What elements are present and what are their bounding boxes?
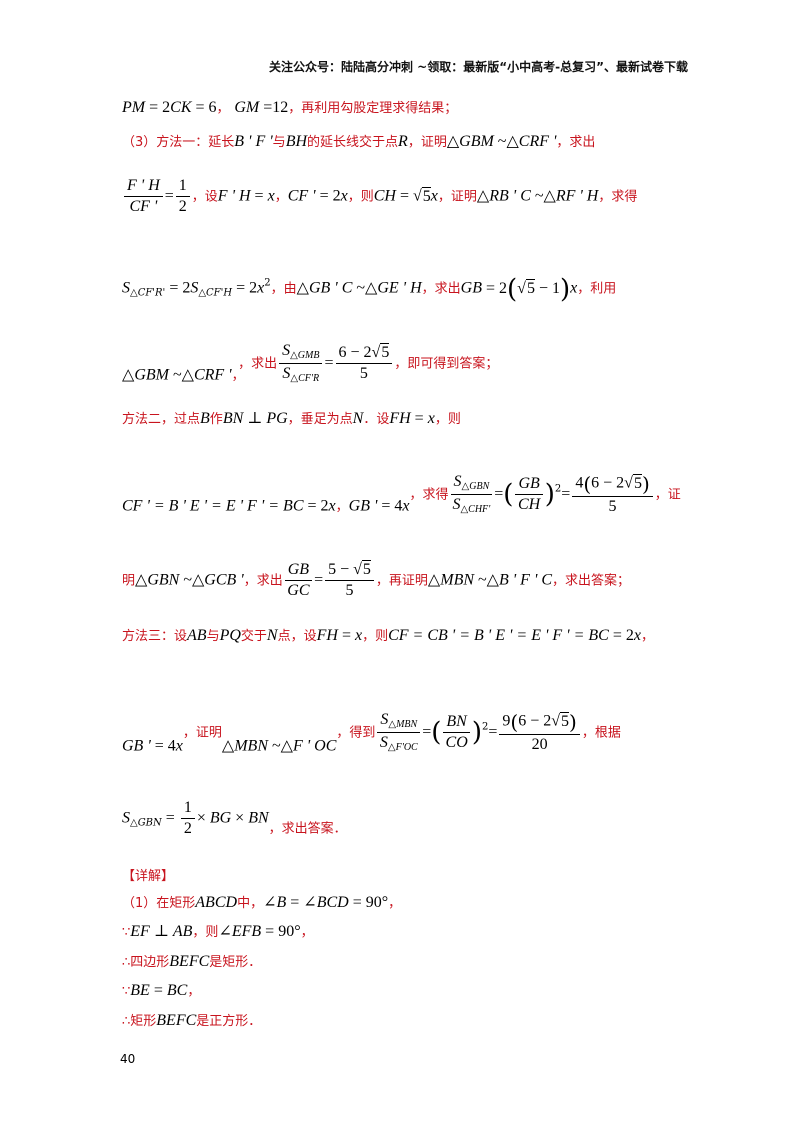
text: 是矩形． (209, 955, 262, 970)
line-7: CF ' = B ' E ' = E ' F ' = BC = 2x，GB ' … (122, 472, 681, 515)
text: ， (388, 896, 402, 911)
text: ，垂足为点 (287, 412, 353, 427)
text: 作 (209, 412, 223, 427)
text: ∴四边形 (122, 955, 170, 970)
text: ，根据 (581, 725, 621, 741)
detail-line-4: ∵BE = BC， (122, 982, 201, 999)
detail-heading: 【详解】 (122, 868, 174, 883)
text: ，求出 (556, 135, 596, 150)
text: ， (335, 499, 349, 515)
text: ，则 (192, 925, 219, 940)
text: 是正方形． (196, 1014, 262, 1029)
text: 的延长线交于点 (307, 135, 399, 150)
text: ，求出 (421, 281, 461, 297)
line-10: GB ' = 4x，证明△MBN ~△F ' OC，得到 S△MBN S△F'OC =… (122, 710, 621, 755)
line-6: 方法二，过点B作BN ⊥ PG，垂足为点N．设FH = x，则 (122, 410, 461, 427)
line-3: F ' H CF ' = 1 2 ，设F ' H = x，CF ' = 2x，则CH = … (122, 178, 637, 215)
line-4: S△CF'R' = 2S△CF'H = 2x2，由△GB ' C ~△GE ' … (122, 274, 617, 304)
text: ，则 (434, 412, 461, 427)
text: ，证 (654, 487, 681, 503)
text: 方法二，过点 (122, 412, 201, 427)
page-header: 关注公众号：陆陆高分冲刺 ~领取：最新版“小中高考-总复习”、最新试卷下载 (269, 60, 688, 74)
text: ，证明 (407, 135, 447, 150)
line-1: PM = 2CK = 6， GM =12，再利用勾股定理求得结果； (122, 99, 458, 116)
text: （3）方法一：延长 (122, 135, 235, 150)
text: ， (640, 629, 654, 644)
text: 方法三：设 (122, 629, 188, 644)
text: ，利用 (577, 281, 617, 297)
text: （1）在矩形 (122, 896, 196, 911)
line-5: △GBM ~△CRF '，，求出 S△GMB S△CF'R = 6 − 2√5 5 ，即可得… (122, 342, 499, 384)
text: ．设 (363, 412, 390, 427)
text: ， (274, 189, 288, 205)
text: ，得到 (336, 725, 376, 741)
text: ，求出 (238, 356, 278, 372)
text: 【详解】 (122, 869, 175, 884)
text: ，即可得到答案； (394, 356, 499, 372)
text: ，证明 (437, 189, 477, 205)
text: ，求得 (598, 189, 638, 205)
text: ， (300, 925, 314, 940)
line-8: 明△GBN ~△GCB '，求出 GB GC = 5 − √5 5 ，再证明△MBN ~△B… (122, 560, 631, 599)
text: ， (187, 984, 201, 999)
text: 与 (206, 629, 220, 644)
page-number: 40 (120, 1052, 136, 1066)
text: ，证明 (182, 725, 222, 741)
detail-line-2: ∵EF ⊥ AB，则∠EFB = 90°， (122, 923, 314, 940)
text: 明 (122, 573, 136, 589)
line-2: （3）方法一：延长B ' F '与BH的延长线交于点R，证明△GBM ~△CRF… (122, 133, 596, 150)
text: 中， (237, 896, 264, 911)
text: ，求得 (409, 487, 449, 503)
detail-line-1: （1）在矩形ABCD中，∠B = ∠BCD = 90°， (122, 894, 402, 911)
text: ∴矩形 (122, 1014, 157, 1029)
math: PM (122, 99, 146, 116)
text: ，设 (191, 189, 218, 205)
text: 与 (272, 135, 286, 150)
detail-line-3: ∴四边形BEFC是矩形． (122, 953, 262, 970)
text: ， (216, 101, 230, 116)
line-9: 方法三：设AB与PQ交于N点，设FH = x，则CF = CB ' = B ' … (122, 627, 654, 644)
text: 点，设 (277, 629, 317, 644)
line-11: S△GBN = 1 2 × BG × BN，求出答案． (122, 799, 347, 837)
text: ，求出 (243, 573, 283, 589)
text: 交于 (240, 629, 267, 644)
text: ，再证明 (375, 573, 428, 589)
text: ，求出答案． (268, 821, 347, 837)
detail-line-5: ∴矩形BEFC是正方形． (122, 1012, 262, 1029)
text: ∵ (122, 925, 131, 940)
text: ，再利用勾股定理求得结果； (288, 101, 458, 116)
text: ，求出答案； (552, 573, 631, 589)
text: ，由 (270, 281, 297, 297)
text: ∵ (122, 984, 131, 999)
text: ，则 (347, 189, 374, 205)
text: ，则 (362, 629, 389, 644)
text: ， (231, 368, 239, 384)
